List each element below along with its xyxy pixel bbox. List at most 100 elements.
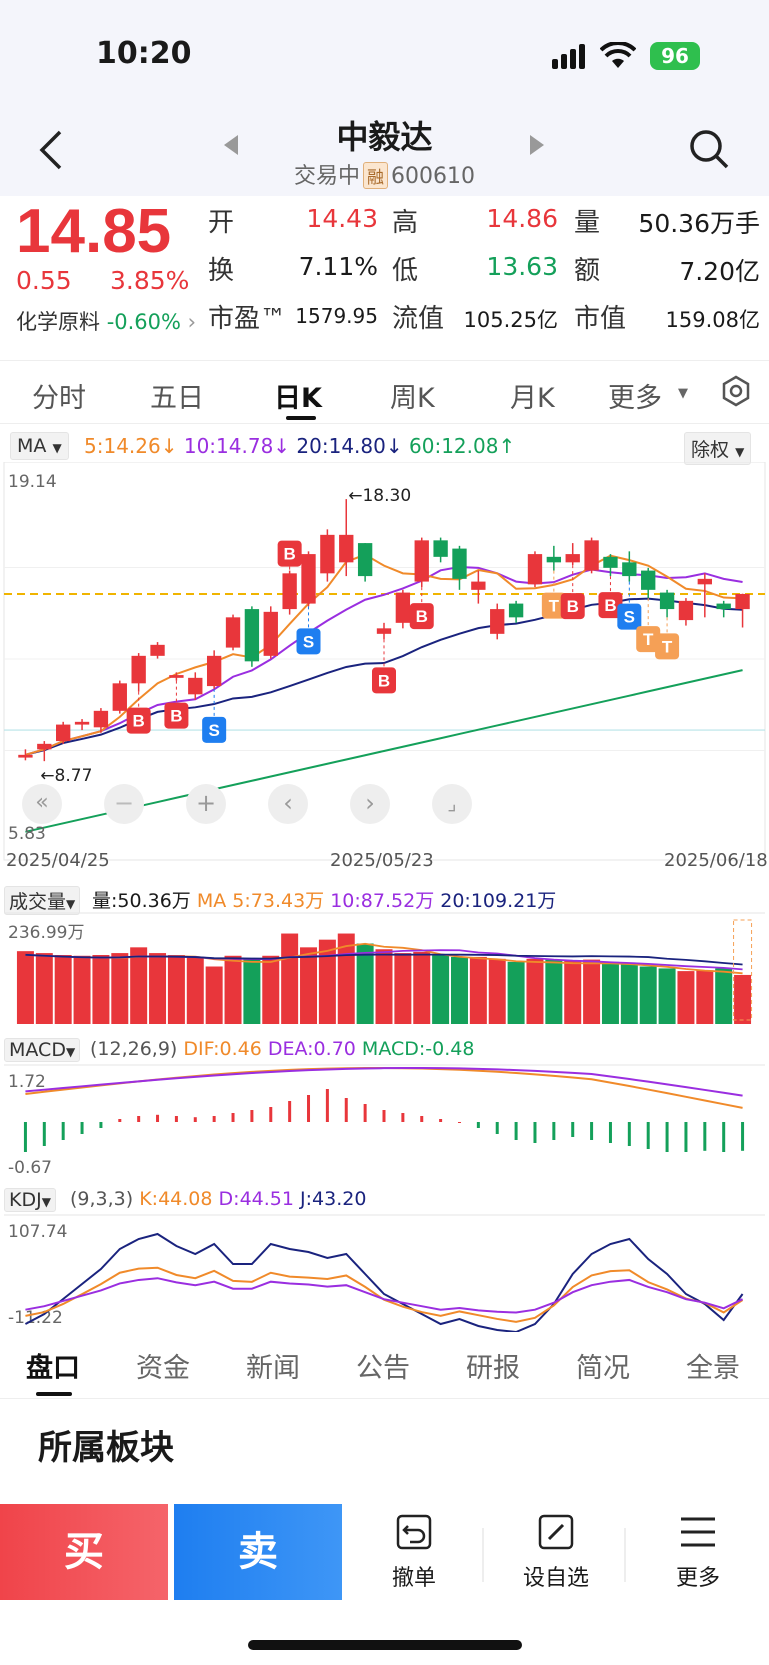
- macd-hist-bar: [382, 1110, 386, 1122]
- action-divider: [482, 1528, 484, 1582]
- quote-label: 换: [208, 256, 235, 286]
- macd-hist-bar: [61, 1122, 65, 1140]
- volume-bar: [92, 955, 110, 1024]
- candle-body: [244, 609, 260, 662]
- kdj-j-line: [24, 1232, 744, 1332]
- candle-body: [320, 534, 335, 574]
- info-tab-2[interactable]: 新闻: [246, 1353, 300, 1384]
- macd-chart[interactable]: [0, 1064, 769, 1178]
- volume-bar: [73, 955, 91, 1024]
- active-tab-indicator: [36, 1392, 72, 1396]
- macd-hist-bar: [684, 1122, 688, 1152]
- search-icon[interactable]: [688, 128, 730, 174]
- kdj-selector[interactable]: KDJ▼: [4, 1188, 56, 1212]
- zoom-in-icon[interactable]: +: [186, 784, 226, 824]
- candle-body: [74, 721, 90, 725]
- trade-mark-label: B: [567, 597, 579, 616]
- macd-hist-bar: [118, 1119, 122, 1122]
- macd-hist-bar: [212, 1116, 216, 1122]
- volume-bar: [16, 951, 34, 1024]
- stock-name: 中毅达: [336, 118, 433, 156]
- tab-1[interactable]: 五日: [150, 383, 204, 414]
- macd-hist-bar: [571, 1122, 575, 1137]
- adjust-selector[interactable]: 除权 ▼: [684, 432, 752, 465]
- latest-bar-highlight: [733, 919, 753, 1021]
- sell-button[interactable]: 卖: [174, 1504, 342, 1600]
- info-tab-0[interactable]: 盘口: [26, 1353, 80, 1384]
- candle-body: [395, 592, 411, 623]
- macd-selector[interactable]: MACD▼: [4, 1038, 81, 1062]
- macd-hist-bar: [80, 1122, 84, 1134]
- buy-button[interactable]: 买: [0, 1504, 168, 1600]
- macd-hist-bar: [231, 1113, 235, 1122]
- cancel-order-button[interactable]: 撤单: [364, 1514, 464, 1592]
- caret-down-icon: ▼: [65, 1045, 76, 1059]
- volume-chart[interactable]: [0, 912, 769, 1026]
- next-stock-icon[interactable]: [528, 135, 544, 159]
- macd-hist-bar: [42, 1122, 46, 1146]
- volume-bar: [35, 953, 53, 1024]
- tab-2[interactable]: 日K: [274, 383, 322, 414]
- volume-bar: [167, 955, 185, 1024]
- candle-body: [414, 540, 429, 582]
- back-icon[interactable]: [36, 128, 66, 176]
- reset-icon[interactable]: ⌟: [432, 784, 472, 824]
- min-price-label: ←8.77: [40, 766, 92, 786]
- scroll-left-icon[interactable]: ‹: [268, 784, 308, 824]
- macd-hist-bar: [703, 1122, 707, 1151]
- chart-controls: « − + ‹ › ⌟: [22, 784, 502, 824]
- info-tab-1[interactable]: 资金: [136, 1353, 190, 1384]
- ma60-value: 60:12.08: [409, 434, 499, 458]
- settings-icon[interactable]: [720, 375, 752, 411]
- candle-body: [376, 628, 392, 634]
- volume-values: 量:50.36万 MA 5:73.43万 10:87.52万 20:109.21…: [92, 886, 556, 913]
- tab-5[interactable]: 更多: [608, 383, 662, 414]
- info-tab-6[interactable]: 全景: [686, 1353, 740, 1384]
- volume-bar: [734, 974, 752, 1024]
- trade-mark-badge: [126, 707, 151, 734]
- add-watchlist-button[interactable]: 设自选: [506, 1514, 606, 1592]
- candle-body: [112, 683, 127, 711]
- kdj-d-line: [25, 1277, 743, 1314]
- info-tabs-divider: [0, 1398, 769, 1399]
- macd-hist-bar: [250, 1110, 254, 1122]
- volume-bar: [375, 949, 393, 1024]
- trade-mark-badge: [636, 626, 661, 653]
- kdj-chart[interactable]: [0, 1214, 769, 1332]
- price-change: 0.55: [16, 266, 72, 295]
- volume-bar: [262, 955, 280, 1024]
- candle-body: [93, 710, 109, 728]
- quote-label: 额: [574, 256, 601, 286]
- more-button[interactable]: 更多: [648, 1514, 748, 1592]
- info-tab-4[interactable]: 研报: [466, 1353, 520, 1384]
- stock-code: 600610: [391, 164, 475, 189]
- volume-selector[interactable]: 成交量▼: [4, 886, 81, 915]
- trade-mark-badge: [277, 540, 302, 567]
- sector-row[interactable]: 化学原料 -0.60% ›: [16, 306, 196, 336]
- candle-body: [188, 677, 203, 695]
- macd-top-label: 1.72: [8, 1072, 46, 1092]
- candle-body: [18, 754, 33, 758]
- active-period-indicator: [286, 416, 316, 420]
- quote-value: 7.11%: [298, 252, 378, 281]
- volume-bar: [564, 960, 582, 1024]
- zoom-out-icon[interactable]: −: [104, 784, 144, 824]
- candle-body: [206, 655, 222, 687]
- tab-4[interactable]: 月K: [510, 383, 555, 414]
- down-arrow-icon: ↓: [385, 434, 403, 458]
- prev-stock-icon[interactable]: [224, 135, 240, 159]
- trade-mark-badge: [202, 716, 227, 743]
- candle-body: [301, 554, 316, 604]
- tab-3[interactable]: 周K: [390, 383, 435, 414]
- ma-selector[interactable]: MA ▼: [10, 432, 69, 460]
- candle-body: [735, 593, 750, 610]
- tab-0[interactable]: 分时: [32, 383, 86, 414]
- info-tab-3[interactable]: 公告: [356, 1353, 410, 1384]
- scroll-right-icon[interactable]: ›: [350, 784, 390, 824]
- quote-value: 1579.95: [295, 304, 378, 328]
- info-tab-5[interactable]: 简况: [576, 1353, 630, 1384]
- rewind-icon[interactable]: «: [22, 784, 62, 824]
- home-indicator: [248, 1640, 522, 1650]
- quote-label: 市值: [574, 304, 627, 334]
